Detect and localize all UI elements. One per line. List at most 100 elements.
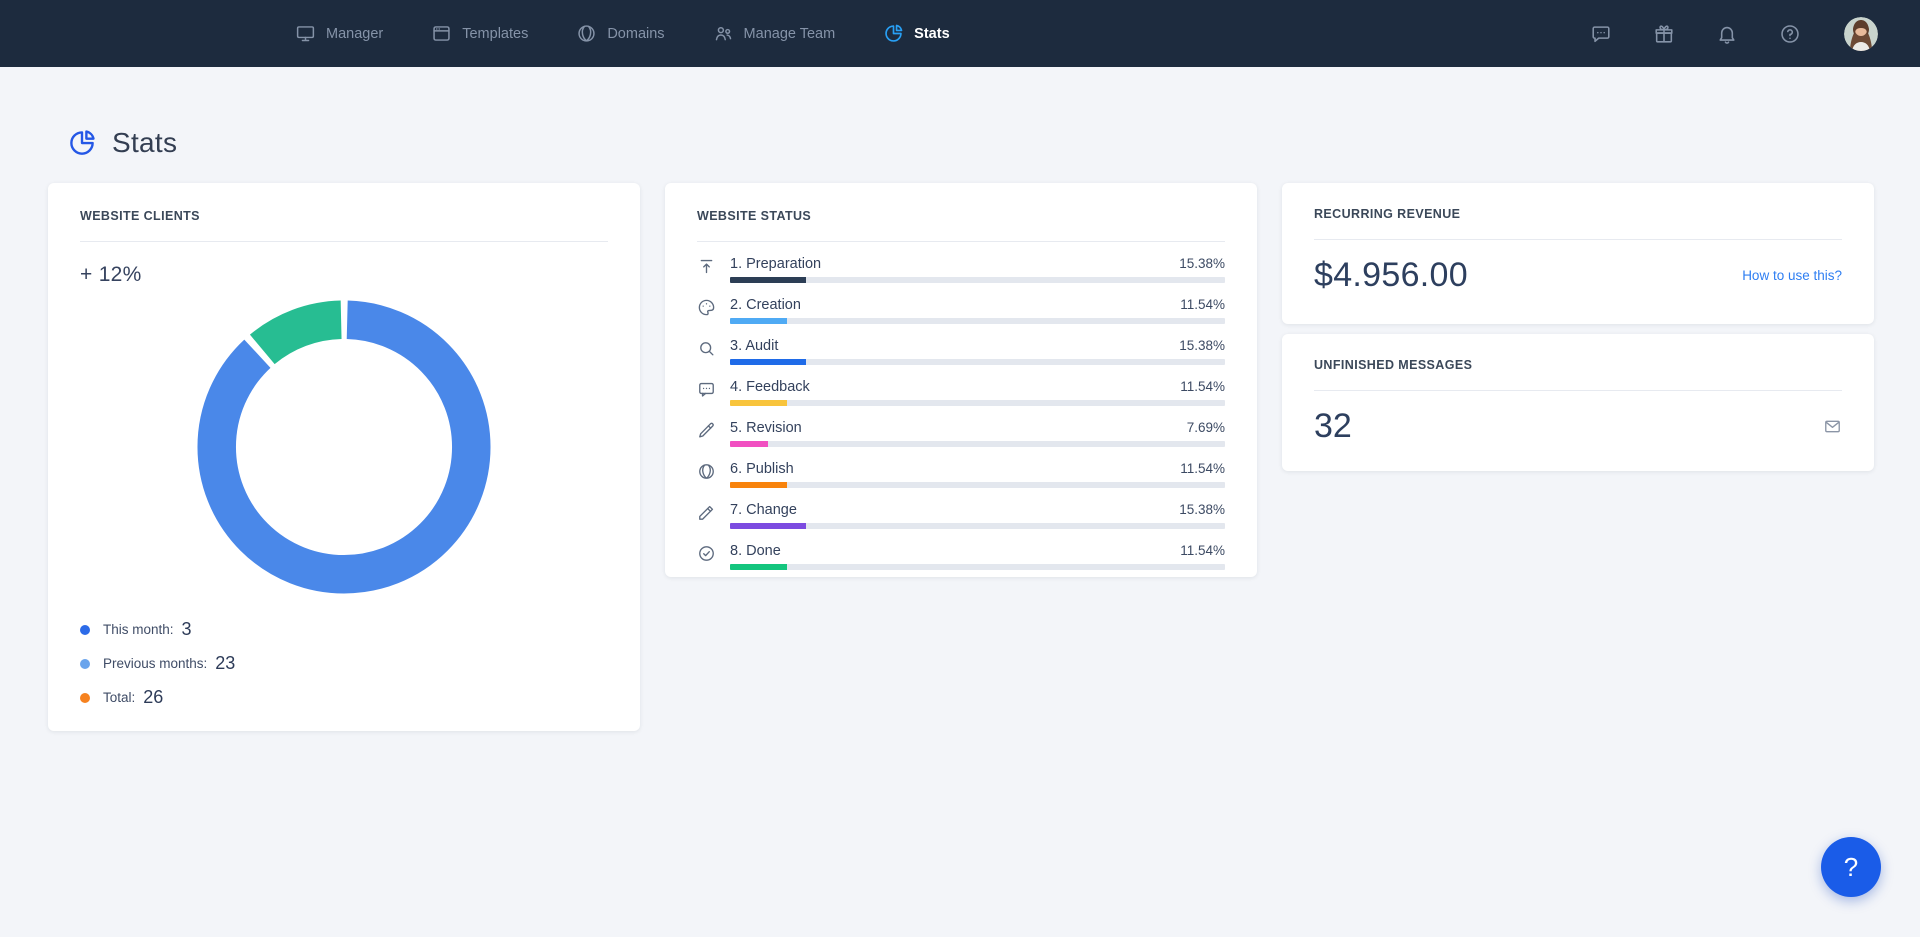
progress-fill xyxy=(730,318,788,324)
progress-track xyxy=(730,277,1225,283)
pie-chart-icon xyxy=(70,130,95,155)
help-circle-icon[interactable] xyxy=(1779,23,1801,45)
status-percent: 15.38% xyxy=(1179,502,1225,517)
legend-item: Total: 26 xyxy=(80,687,608,708)
envelope-icon xyxy=(1823,417,1842,436)
status-label: 7. Change xyxy=(730,502,797,518)
status-label: 8. Done xyxy=(730,543,781,559)
progress-track xyxy=(730,523,1225,529)
status-percent: 7.69% xyxy=(1186,420,1225,435)
legend-item: This month: 3 xyxy=(80,619,608,640)
search-icon xyxy=(697,338,716,365)
donut-legend: This month: 3 Previous months: 23 Total:… xyxy=(80,619,608,708)
nav-label: Manager xyxy=(326,25,384,42)
legend-value: 26 xyxy=(143,687,164,707)
status-row-change: 7. Change 15.38% xyxy=(697,502,1225,529)
legend-label: Total: xyxy=(103,690,136,705)
nav-item-stats[interactable]: Stats xyxy=(883,23,950,44)
recurring-revenue-card: RECURRING REVENUE $4.956.00 How to use t… xyxy=(1282,183,1874,324)
how-to-use-link[interactable]: How to use this? xyxy=(1742,268,1842,283)
status-percent: 15.38% xyxy=(1179,256,1225,271)
status-row-revision: 5. Revision 7.69% xyxy=(697,420,1225,447)
progress-fill xyxy=(730,400,788,406)
pen-icon xyxy=(697,420,716,447)
progress-track xyxy=(730,482,1225,488)
status-label: 4. Feedback xyxy=(730,379,810,395)
progress-fill xyxy=(730,523,807,529)
website-clients-card: WEBSITE CLIENTS + 12% This month: 3 Prev… xyxy=(48,183,640,731)
page-content: Stats WEBSITE CLIENTS + 12% This month: … xyxy=(0,127,1920,731)
status-label: 5. Revision xyxy=(730,420,802,436)
progress-track xyxy=(730,441,1225,447)
globe-icon xyxy=(578,25,596,42)
legend-item: Previous months: 23 xyxy=(80,653,608,674)
status-row-done: 8. Done 11.54% xyxy=(697,543,1225,570)
progress-track xyxy=(730,318,1225,324)
nav-label: Domains xyxy=(607,25,665,42)
pie-chart-icon xyxy=(885,24,903,42)
website-status-card: WEBSITE STATUS 1. Preparation 15.38% 2. C… xyxy=(665,183,1257,577)
status-row-audit: 3. Audit 15.38% xyxy=(697,338,1225,365)
nav-label: Templates xyxy=(462,25,529,42)
progress-track xyxy=(730,564,1225,570)
clients-donut-chart xyxy=(196,299,492,595)
legend-label: This month: xyxy=(103,622,174,637)
window-icon xyxy=(433,26,450,41)
chat-icon[interactable] xyxy=(1590,23,1612,45)
progress-fill xyxy=(730,482,788,488)
status-row-feedback: 4. Feedback 11.54% xyxy=(697,379,1225,406)
page-title: Stats xyxy=(112,127,178,158)
status-percent: 11.54% xyxy=(1180,379,1225,394)
globe-icon xyxy=(697,461,716,488)
growth-percent: + 12% xyxy=(80,263,142,286)
nav-utilities xyxy=(1590,16,1878,51)
card-title: WEBSITE CLIENTS xyxy=(80,209,608,242)
card-title: RECURRING REVENUE xyxy=(1314,207,1842,240)
nav-item-templates[interactable]: Templates xyxy=(431,23,528,44)
bell-icon[interactable] xyxy=(1716,23,1738,45)
status-label: 2. Creation xyxy=(730,297,801,313)
status-label: 1. Preparation xyxy=(730,256,822,272)
status-row-creation: 2. Creation 11.54% xyxy=(697,297,1225,324)
status-percent: 11.54% xyxy=(1180,543,1225,558)
unfinished-messages-card: UNFINISHED MESSAGES 32 xyxy=(1282,334,1874,471)
main-nav: Manager Templates Domains Manage Team St… xyxy=(295,23,950,44)
nav-item-manage-team[interactable]: Manage Team xyxy=(713,23,836,44)
avatar[interactable] xyxy=(1844,16,1878,51)
legend-dot xyxy=(80,658,90,669)
top-nav: Manager Templates Domains Manage Team St… xyxy=(0,0,1920,67)
status-label: 3. Audit xyxy=(730,338,779,354)
pencil-icon xyxy=(697,502,716,529)
progress-track xyxy=(730,400,1225,406)
help-fab-button[interactable]: ? xyxy=(1821,837,1881,897)
nav-item-manager[interactable]: Manager xyxy=(295,23,383,44)
card-title: UNFINISHED MESSAGES xyxy=(1314,358,1842,391)
legend-label: Previous months: xyxy=(103,656,208,671)
card-title: WEBSITE STATUS xyxy=(697,209,1225,242)
revenue-amount: $4.956.00 xyxy=(1314,256,1468,294)
nav-label: Manage Team xyxy=(743,25,836,42)
message-dots-icon xyxy=(697,379,716,406)
status-percent: 15.38% xyxy=(1179,338,1225,353)
progress-fill xyxy=(730,441,769,447)
legend-value: 3 xyxy=(181,619,192,639)
team-icon xyxy=(715,26,731,41)
gift-icon[interactable] xyxy=(1653,23,1675,45)
legend-value: 23 xyxy=(215,653,236,673)
legend-dot xyxy=(80,624,90,635)
palette-icon xyxy=(697,297,716,324)
check-circle-icon xyxy=(697,543,716,570)
progress-fill xyxy=(730,359,807,365)
nav-item-domains[interactable]: Domains xyxy=(576,23,665,44)
nav-label: Stats xyxy=(914,25,950,42)
status-percent: 11.54% xyxy=(1180,297,1225,312)
monitor-icon xyxy=(296,26,315,42)
progress-track xyxy=(730,359,1225,365)
status-label: 6. Publish xyxy=(730,461,794,477)
upload-icon xyxy=(697,256,716,283)
messages-count: 32 xyxy=(1314,407,1352,445)
progress-fill xyxy=(730,564,788,570)
status-row-publish: 6. Publish 11.54% xyxy=(697,461,1225,488)
progress-fill xyxy=(730,277,807,283)
legend-dot xyxy=(80,692,90,703)
